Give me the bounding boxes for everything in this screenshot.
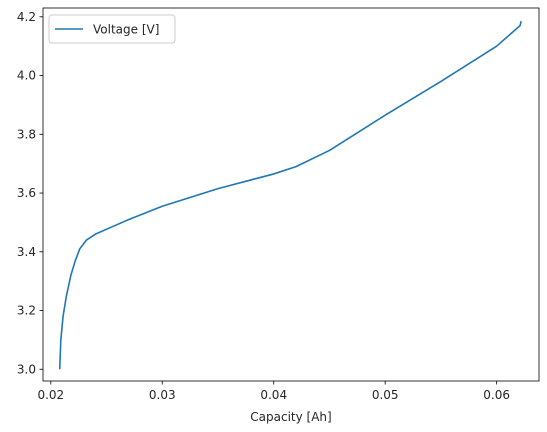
plot-area bbox=[42, 7, 540, 382]
x-tick-label: 0.02 bbox=[37, 388, 64, 402]
y-tick-label: 3.2 bbox=[17, 304, 36, 318]
y-tick-label: 3.8 bbox=[17, 127, 36, 141]
y-axis-ticks: 3.0 3.2 3.4 3.6 3.8 4.0 4.2 bbox=[17, 10, 43, 376]
x-axis-ticks: 0.02 0.03 0.04 0.05 0.06 bbox=[37, 381, 510, 402]
legend-series-label: Voltage [V] bbox=[93, 23, 159, 37]
x-tick-label: 0.05 bbox=[372, 388, 399, 402]
y-tick-label: 4.0 bbox=[17, 69, 36, 83]
x-axis-label: Capacity [Ah] bbox=[250, 410, 331, 424]
legend-box bbox=[48, 14, 176, 44]
y-tick-label: 3.0 bbox=[17, 362, 36, 376]
x-tick-label: 0.03 bbox=[149, 388, 176, 402]
series-line-0 bbox=[58, 21, 522, 370]
x-tick-label: 0.04 bbox=[260, 388, 287, 402]
y-tick-label: 3.6 bbox=[17, 186, 36, 200]
y-tick-label: 4.2 bbox=[17, 10, 36, 24]
x-tick-label: 0.06 bbox=[483, 388, 510, 402]
axes-frame bbox=[42, 7, 540, 382]
legend: Voltage [V] bbox=[48, 14, 176, 44]
y-tick-label: 3.4 bbox=[17, 245, 36, 259]
